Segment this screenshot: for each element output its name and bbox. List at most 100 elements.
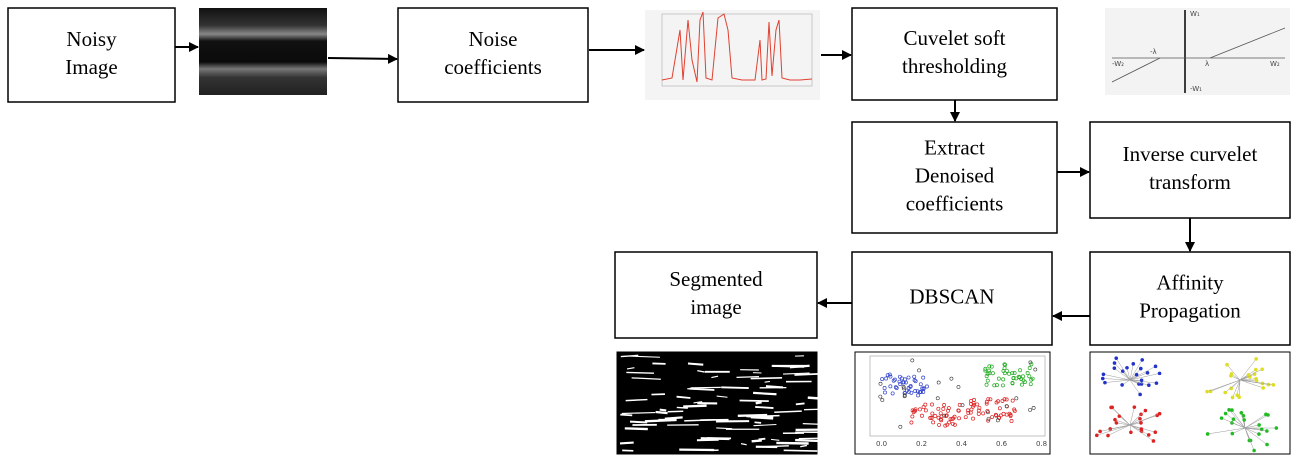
edge xyxy=(1239,378,1257,381)
point xyxy=(884,376,889,381)
graph-node xyxy=(1205,432,1210,436)
point xyxy=(990,371,995,376)
graph-node xyxy=(1154,381,1159,385)
graph-node xyxy=(1229,374,1233,378)
point xyxy=(923,408,928,413)
node-box xyxy=(851,121,1058,234)
graph-node xyxy=(1120,369,1125,373)
graph-node xyxy=(1137,382,1141,386)
streak xyxy=(755,405,774,409)
point xyxy=(937,422,942,427)
streak xyxy=(800,444,808,448)
streak xyxy=(755,400,762,405)
point xyxy=(904,388,909,393)
edge xyxy=(1244,427,1260,435)
graph-node xyxy=(1230,431,1235,436)
streak xyxy=(716,427,733,430)
node: Inverse curvelet transform xyxy=(1089,121,1291,219)
point xyxy=(1010,380,1015,385)
streak xyxy=(783,372,810,375)
point xyxy=(985,378,990,383)
node-label: coefficients xyxy=(444,55,542,79)
node-label: Cuvelet soft xyxy=(903,26,1005,50)
point xyxy=(985,371,990,376)
edge xyxy=(1225,379,1241,393)
point xyxy=(901,385,906,389)
graph-node xyxy=(1231,417,1236,421)
streak xyxy=(716,395,728,398)
point xyxy=(910,358,915,363)
point xyxy=(994,383,999,388)
point xyxy=(1012,370,1017,375)
edge xyxy=(1232,427,1246,434)
point xyxy=(1004,368,1009,373)
streak xyxy=(764,380,771,383)
point xyxy=(942,413,947,418)
point xyxy=(1002,362,1007,367)
plot-label: W₂ xyxy=(1270,60,1280,68)
point xyxy=(913,407,918,412)
graph-node xyxy=(1260,367,1264,372)
point xyxy=(1010,398,1015,403)
noise-plot-thumbnail xyxy=(645,10,820,100)
point xyxy=(996,376,1001,381)
node: Noisy Image xyxy=(7,7,176,103)
point xyxy=(880,377,885,382)
streak xyxy=(753,423,777,427)
point xyxy=(1004,404,1009,409)
node-label: Noise xyxy=(469,27,518,51)
edge xyxy=(1231,409,1246,429)
point xyxy=(920,413,924,418)
node-label: Image xyxy=(65,55,117,79)
point xyxy=(972,403,976,408)
node: Noise coefficients xyxy=(397,7,589,103)
point xyxy=(885,373,890,378)
node: DBSCAN xyxy=(851,251,1053,346)
point xyxy=(913,389,918,393)
edge xyxy=(1239,358,1257,381)
edge xyxy=(1129,424,1142,430)
streak xyxy=(684,418,716,422)
edge xyxy=(1103,374,1131,381)
point xyxy=(882,386,887,390)
graph-node xyxy=(1246,373,1251,377)
point xyxy=(984,401,989,406)
point xyxy=(971,401,976,406)
graph-node xyxy=(1157,371,1162,376)
point xyxy=(1004,397,1009,402)
point xyxy=(921,405,926,410)
edge xyxy=(1129,373,1160,381)
node-box xyxy=(7,7,176,103)
graph-node xyxy=(1241,414,1246,418)
graph-node xyxy=(1254,378,1259,383)
node-label: Segmented xyxy=(669,267,763,291)
graph-node xyxy=(1129,430,1133,435)
point xyxy=(960,403,965,408)
point xyxy=(1011,376,1016,380)
edge xyxy=(1115,358,1131,381)
graph-node xyxy=(1143,408,1148,413)
edge xyxy=(1096,424,1131,436)
graph-node xyxy=(1257,432,1261,436)
graph-node xyxy=(1138,416,1142,421)
point xyxy=(1025,371,1030,375)
graph-node xyxy=(1125,365,1129,370)
node-label: Affinity xyxy=(1156,270,1224,294)
point xyxy=(998,413,1003,418)
noisy-image-thumbnail xyxy=(199,8,327,95)
edge xyxy=(1232,379,1241,398)
edge xyxy=(1100,424,1131,432)
edge xyxy=(1244,427,1268,445)
point xyxy=(1000,398,1005,403)
streak xyxy=(795,402,805,406)
graph-node xyxy=(1110,405,1115,410)
nodes: Noisy Image Noise coefficients Cuvelet soft t… xyxy=(7,7,1291,346)
graph-node xyxy=(1100,376,1105,381)
edge xyxy=(1207,379,1241,392)
streak xyxy=(774,410,802,413)
streak xyxy=(783,449,818,452)
streak xyxy=(655,410,668,415)
edge xyxy=(1129,379,1141,395)
streak xyxy=(625,398,648,402)
point xyxy=(931,420,936,425)
